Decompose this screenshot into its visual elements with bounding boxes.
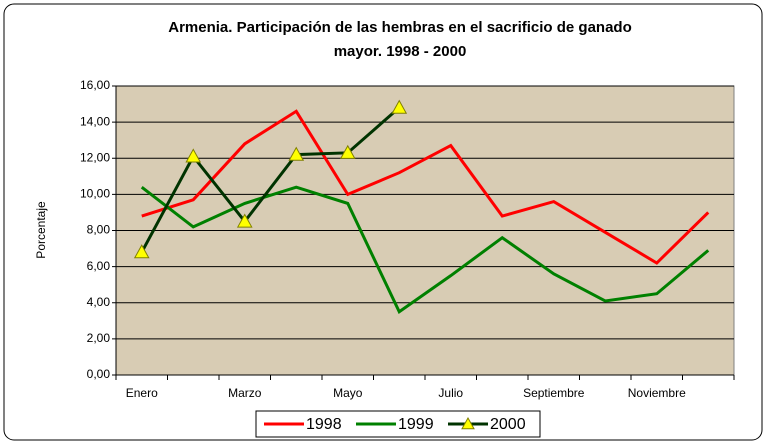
legend-label: 2000 (490, 416, 526, 433)
y-tick-label: 10,00 (80, 187, 110, 201)
point-marker (185, 148, 202, 163)
x-tick-label: Enero (126, 386, 158, 400)
y-tick-label: 6,00 (87, 259, 111, 273)
point-marker (391, 99, 408, 114)
chart-title: Armenia. Participación de las hembras en… (168, 19, 632, 36)
x-tick-label: Septiembre (523, 386, 585, 400)
series-line (140, 185, 710, 315)
y-tick-label: 0,00 (87, 367, 111, 381)
y-tick-label: 14,00 (80, 114, 110, 128)
point-marker (236, 213, 253, 228)
x-tick-label: Mayo (333, 386, 363, 400)
legend-marker (461, 416, 475, 430)
legend-label: 1998 (306, 416, 342, 433)
y-tick-label: 12,00 (80, 150, 110, 164)
x-tick-label: Marzo (228, 386, 262, 400)
chart-title: mayor. 1998 - 2000 (334, 43, 467, 60)
y-tick-label: 2,00 (87, 331, 111, 345)
y-tick-label: 4,00 (87, 295, 111, 309)
y-tick-label: 8,00 (87, 223, 111, 237)
point-marker (288, 146, 305, 161)
x-tick-label: Noviembre (628, 386, 686, 400)
series-line (140, 106, 401, 253)
y-axis-label: Porcentaje (34, 201, 48, 259)
legend-label: 1999 (398, 416, 434, 433)
x-tick-label: Julio (438, 386, 463, 400)
point-marker (133, 244, 150, 259)
y-tick-label: 16,00 (80, 78, 110, 92)
series-line (141, 109, 710, 265)
point-marker (339, 144, 356, 159)
